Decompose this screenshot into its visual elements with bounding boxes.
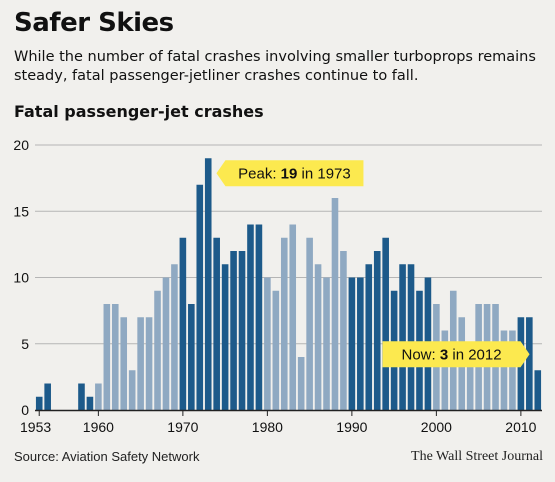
callouts: Peak: 19 in 1973 Now: 3 in 2012: [216, 160, 530, 368]
peak-callout: Peak: 19 in 1973: [216, 160, 364, 187]
now-callout-box: [382, 341, 530, 368]
bar-1994: [382, 237, 389, 410]
x-tick-label: 2010: [505, 419, 536, 435]
bar-1962: [111, 304, 119, 410]
bar-1959: [86, 396, 94, 410]
peak-callout-box: [216, 160, 364, 187]
bar-1963: [120, 317, 128, 410]
bar-1982: [280, 237, 288, 410]
x-tick-label: 1990: [336, 419, 367, 435]
page-title: Safer Skies: [14, 8, 174, 38]
now-callout: Now: 3 in 2012: [382, 341, 530, 368]
bar-1997: [407, 264, 415, 410]
credit: The Wall Street Journal: [411, 449, 543, 464]
bar-1953: [35, 396, 43, 410]
bar-1974: [213, 237, 220, 410]
bar-1992: [365, 264, 373, 410]
x-tick-label: 1960: [83, 419, 114, 435]
bar-1988: [331, 198, 339, 410]
bar-1989: [340, 251, 347, 410]
bar-1996: [399, 264, 406, 410]
bar-1990: [348, 277, 356, 410]
bar-1969: [171, 264, 178, 410]
bar-1975: [221, 264, 229, 410]
bar-1972: [196, 184, 204, 410]
now-callout-text: Now: 3 in 2012: [402, 346, 502, 363]
bar-2009: [509, 330, 516, 410]
bar-2004: [466, 357, 474, 410]
bar-2008: [500, 330, 508, 410]
bar-1987: [323, 277, 330, 410]
bar-1964: [128, 370, 136, 410]
bar-1954: [44, 383, 51, 410]
y-tick-label: 20: [13, 137, 29, 153]
bar-1965: [137, 317, 144, 410]
bar-2011: [526, 317, 533, 410]
subtitle: While the number of fatal crashes involv…: [14, 49, 536, 84]
bar-1991: [357, 277, 364, 410]
x-axis: [35, 409, 542, 416]
bar-1983: [289, 224, 297, 410]
bar-1966: [145, 317, 153, 410]
x-tick-label: 1970: [167, 419, 198, 435]
y-tick-label: 0: [21, 402, 29, 418]
bar-2012: [534, 370, 542, 410]
y-tick-label: 10: [13, 270, 29, 286]
bar-1986: [314, 264, 322, 410]
y-tick-label: 15: [13, 203, 29, 219]
bar-1958: [78, 383, 85, 410]
bar-1960: [95, 383, 102, 410]
bar-1980: [264, 277, 271, 410]
bar-1979: [255, 224, 263, 410]
bar-1976: [230, 251, 237, 410]
bar-1973: [204, 158, 212, 410]
bar-1984: [297, 357, 305, 410]
bar-1971: [188, 304, 195, 410]
y-tick-labels: 0 5 10 15 20: [13, 137, 29, 418]
x-tick-label: 1953: [20, 419, 51, 435]
chart-label: Fatal passenger-jet crashes: [14, 102, 264, 121]
source-note: Source: Aviation Safety Network: [14, 449, 200, 464]
x-tick-labels: 1953 1960 1970 1980 1990 2000 2010: [20, 419, 537, 435]
bar-1981: [272, 290, 280, 410]
y-tick-label: 5: [21, 336, 29, 352]
bar-1967: [154, 290, 161, 410]
bar-1977: [238, 251, 246, 410]
bars: [35, 158, 542, 410]
bar-1993: [373, 251, 381, 410]
bar-2001: [441, 330, 449, 410]
bar-1968: [162, 277, 170, 410]
x-tick-label: 1980: [252, 419, 283, 435]
peak-callout-text: Peak: 19 in 1973: [238, 165, 351, 182]
x-tick-label: 2000: [421, 419, 452, 435]
bar-1985: [306, 237, 313, 410]
bar-1970: [179, 237, 187, 410]
bar-1978: [247, 224, 254, 410]
bar-1961: [103, 304, 111, 410]
